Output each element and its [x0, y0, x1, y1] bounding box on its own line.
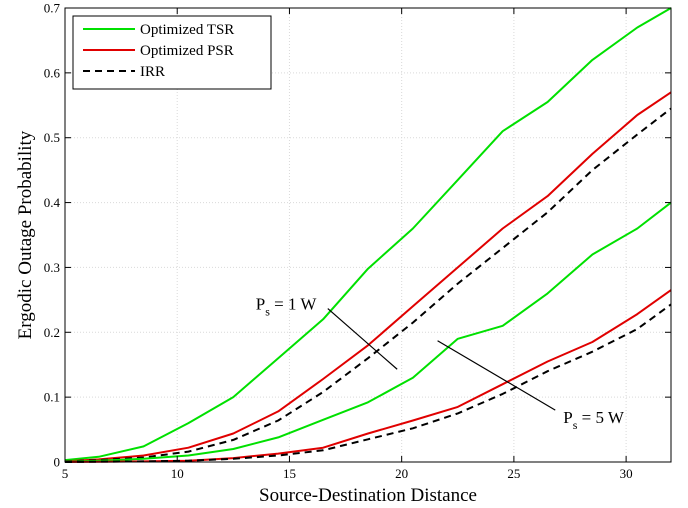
series-line-irr-ps5: [64, 303, 672, 463]
y-tick-label: 0.1: [44, 390, 60, 405]
y-tick-label: 0.5: [44, 130, 60, 145]
y-axis-title: Ergodic Outage Probability: [15, 130, 36, 339]
x-tick-label: 10: [171, 466, 184, 481]
y-tick-label: 0.3: [44, 260, 60, 275]
plot-frame: [64, 7, 672, 463]
series-line-optimized-tsr-ps1: [64, 7, 672, 462]
x-axis-title: Source-Destination Distance: [259, 485, 477, 506]
series-line-optimized-psr-ps1: [64, 91, 672, 463]
annotation-label: Ps = 5 W: [563, 408, 625, 432]
legend-label: IRR: [140, 64, 165, 80]
x-tick-label: 5: [62, 466, 69, 481]
series-line-optimized-tsr-ps5: [64, 201, 672, 463]
x-tick-label: 25: [507, 466, 520, 481]
annotations: Ps = 1 W Ps = 5 W: [256, 295, 625, 433]
legend: Optimized TSR Optimized PSR IRR: [72, 15, 272, 90]
x-tick-label: 15: [283, 466, 296, 481]
legend-label: Optimized PSR: [140, 43, 234, 59]
y-tick-label: 0.2: [44, 325, 60, 340]
annotation-arrow: [327, 308, 398, 370]
y-tick-label: 0.7: [44, 1, 61, 16]
annotation-label: Ps = 1 W: [256, 295, 318, 319]
y-tick-label: 0.4: [44, 195, 61, 210]
annotation-arrow: [437, 340, 556, 411]
axis-ticks: 5 10 15 20 25 30 0 0.1 0.2 0.3 0.4 0.5 0.6 0.7: [44, 1, 671, 481]
legend-label: Optimized TSR: [140, 22, 234, 38]
x-tick-label: 30: [620, 466, 633, 481]
x-tick-label: 20: [395, 466, 408, 481]
series-line-irr-ps1: [64, 107, 672, 463]
y-tick-label: 0: [54, 455, 61, 470]
series-line-optimized-psr-ps5: [64, 289, 672, 463]
series-layer: [64, 7, 672, 463]
y-tick-label: 0.6: [44, 65, 61, 80]
